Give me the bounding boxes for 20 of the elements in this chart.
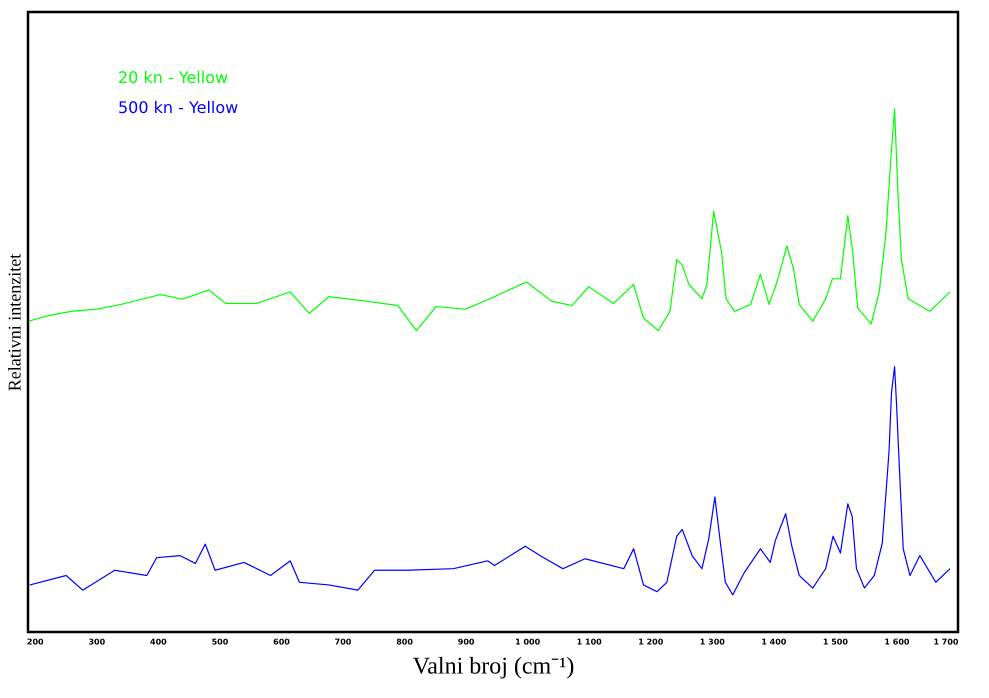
- x-tick-label: 400: [150, 638, 168, 646]
- x-tick-label: 500: [212, 638, 229, 646]
- x-tick-label: 900: [458, 638, 475, 646]
- x-tick-label: 600: [273, 638, 290, 646]
- x-tick-label: 1 100: [576, 638, 602, 646]
- x-tick-label: 200: [26, 638, 44, 646]
- x-axis-title: Valni broj (cm⁻¹): [412, 654, 574, 680]
- x-tick-label: 300: [88, 638, 106, 646]
- x-tick-label: 1 000: [515, 638, 541, 646]
- x-tick-label: 1 700: [933, 638, 959, 646]
- x-tick-label: 700: [334, 638, 352, 646]
- text: 500 kn - Yellow: [118, 98, 238, 117]
- x-tick-label: 800: [396, 638, 414, 646]
- x-tick-label: 1 400: [761, 638, 787, 646]
- x-tick-label: 1 300: [700, 638, 726, 646]
- x-tick-label: 1 600: [884, 638, 910, 646]
- x-tick-label: 1 500: [822, 638, 848, 646]
- x-tick-label: 1 200: [638, 638, 664, 646]
- text: 20 kn - Yellow: [118, 68, 228, 87]
- y-axis-title: Relativni intenzitet: [4, 254, 24, 392]
